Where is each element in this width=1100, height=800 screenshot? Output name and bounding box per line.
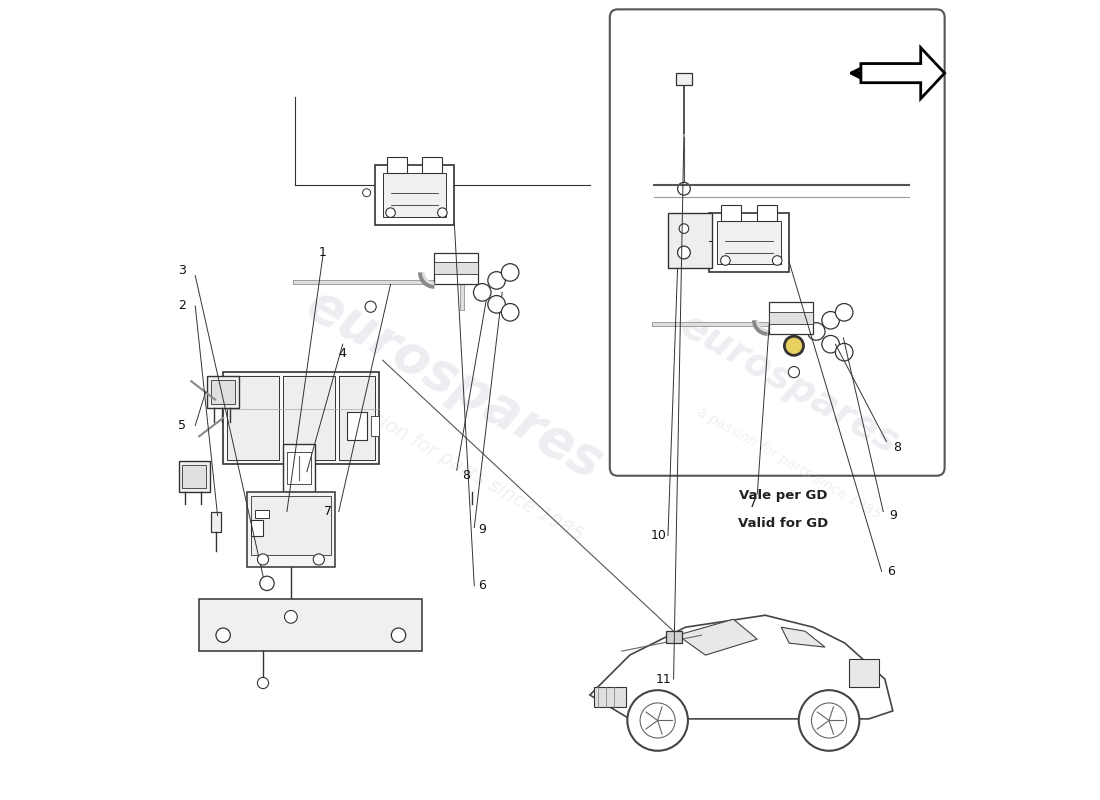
Bar — [251, 496, 331, 555]
Bar — [422, 157, 442, 173]
Bar — [199, 599, 422, 651]
Circle shape — [216, 628, 230, 642]
Circle shape — [812, 703, 847, 738]
Bar — [346, 412, 366, 440]
Circle shape — [487, 295, 505, 313]
Text: eurospares: eurospares — [297, 278, 612, 490]
Text: 4: 4 — [339, 347, 346, 360]
Bar — [386, 157, 407, 173]
Polygon shape — [678, 619, 757, 655]
Circle shape — [678, 182, 691, 195]
FancyBboxPatch shape — [609, 10, 945, 476]
Polygon shape — [590, 615, 893, 719]
Text: 5: 5 — [178, 419, 186, 432]
Bar — [211, 512, 221, 531]
Circle shape — [799, 690, 859, 750]
Circle shape — [784, 336, 803, 355]
Circle shape — [257, 554, 268, 565]
Bar — [710, 213, 789, 273]
Bar — [339, 376, 375, 460]
Circle shape — [720, 256, 730, 266]
Text: a passion for parts since 1985: a passion for parts since 1985 — [695, 406, 883, 522]
Bar — [666, 631, 682, 643]
Text: 8: 8 — [893, 442, 901, 454]
Circle shape — [438, 208, 448, 218]
Text: 2: 2 — [178, 299, 186, 313]
Bar — [223, 372, 378, 464]
Bar — [283, 376, 334, 460]
Circle shape — [487, 272, 505, 289]
Bar — [434, 253, 478, 285]
Bar — [757, 205, 778, 221]
Circle shape — [365, 301, 376, 312]
Circle shape — [285, 610, 297, 623]
Circle shape — [314, 554, 324, 565]
Text: 3: 3 — [178, 264, 186, 278]
Circle shape — [257, 678, 268, 689]
Bar — [371, 416, 378, 436]
Bar — [668, 213, 712, 269]
Circle shape — [822, 335, 839, 353]
Bar — [255, 510, 270, 518]
Circle shape — [640, 703, 675, 738]
Text: 7: 7 — [749, 497, 757, 510]
Polygon shape — [781, 627, 825, 647]
Circle shape — [627, 690, 688, 750]
Bar — [849, 659, 879, 687]
Bar — [676, 73, 692, 85]
Bar — [283, 444, 315, 492]
Text: 11: 11 — [656, 673, 671, 686]
Text: a passion for parts since 1985: a passion for parts since 1985 — [322, 382, 586, 546]
Text: 10: 10 — [650, 529, 667, 542]
Bar — [434, 262, 478, 274]
Circle shape — [822, 311, 839, 329]
Bar — [179, 462, 210, 492]
Text: 8: 8 — [462, 470, 471, 482]
Circle shape — [789, 366, 800, 378]
Bar — [211, 380, 235, 404]
Bar — [207, 376, 239, 408]
Bar — [383, 173, 447, 217]
Circle shape — [835, 303, 852, 321]
Bar — [287, 452, 311, 484]
Circle shape — [392, 628, 406, 642]
Bar — [248, 492, 334, 567]
Bar — [227, 376, 279, 460]
Bar — [251, 519, 263, 535]
Polygon shape — [861, 48, 945, 98]
Bar — [717, 221, 781, 265]
Circle shape — [772, 256, 782, 266]
Circle shape — [363, 189, 371, 197]
Bar — [183, 465, 207, 489]
Text: 6: 6 — [888, 565, 895, 578]
Text: 1: 1 — [319, 246, 327, 259]
Bar — [722, 205, 741, 221]
Circle shape — [502, 264, 519, 282]
Circle shape — [807, 322, 825, 340]
Text: 6: 6 — [478, 579, 486, 592]
Bar — [375, 165, 454, 225]
Circle shape — [473, 284, 491, 301]
Circle shape — [386, 208, 395, 218]
Circle shape — [678, 246, 691, 259]
Text: eurospares: eurospares — [673, 306, 905, 462]
Bar — [769, 312, 813, 324]
Text: Valid for GD: Valid for GD — [738, 517, 828, 530]
Circle shape — [260, 576, 274, 590]
Text: 7: 7 — [324, 505, 332, 518]
Circle shape — [679, 224, 689, 234]
Text: 9: 9 — [889, 509, 896, 522]
Circle shape — [502, 303, 519, 321]
Text: 9: 9 — [478, 523, 486, 537]
Text: Vale per GD: Vale per GD — [738, 489, 827, 502]
Bar — [769, 302, 813, 334]
Bar — [594, 687, 626, 707]
Circle shape — [835, 343, 852, 361]
